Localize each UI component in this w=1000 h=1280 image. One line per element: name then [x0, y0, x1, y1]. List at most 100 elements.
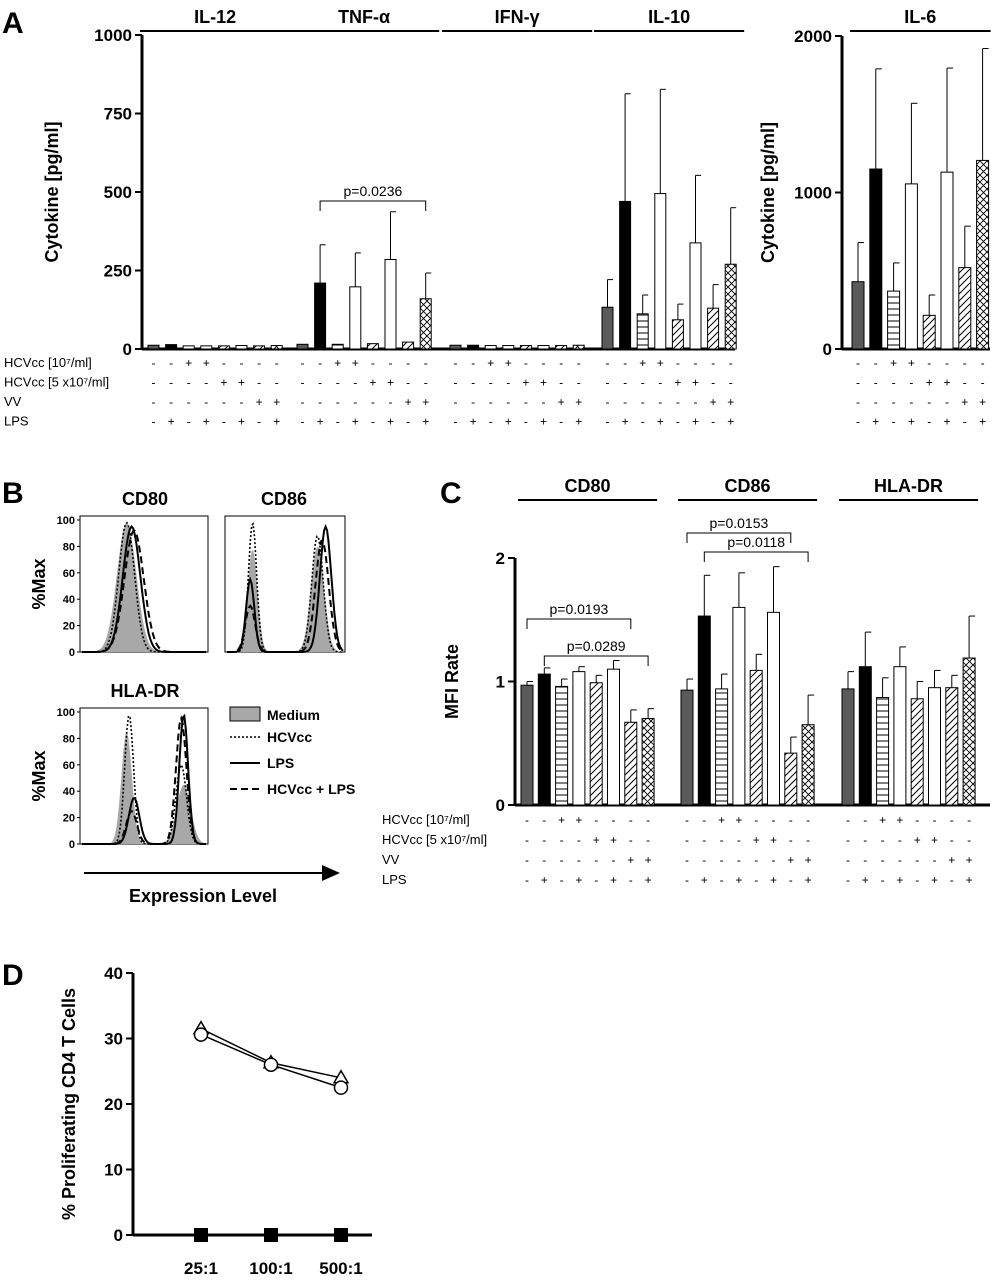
bar — [928, 687, 941, 806]
histogram-title: HLA-DR — [111, 681, 180, 701]
condition-sign: + — [540, 415, 547, 429]
histogram-curve — [227, 538, 344, 653]
condition-sign: - — [257, 415, 261, 429]
bar — [962, 657, 976, 806]
condition-sign: + — [931, 873, 938, 887]
condition-sign: - — [856, 395, 860, 409]
p-value-label: p=0.0153 — [710, 515, 769, 531]
p-value-label: p=0.0118 — [727, 534, 785, 550]
condition-sign: - — [863, 853, 867, 867]
bar — [887, 290, 901, 350]
condition-sign: + — [487, 356, 494, 370]
y-tick-label: 80 — [63, 733, 75, 745]
bar — [384, 259, 397, 350]
condition-sign: + — [422, 415, 429, 429]
histogram-curve — [82, 529, 206, 653]
bar — [502, 345, 515, 350]
group-header-label: IL-6 — [904, 7, 936, 27]
condition-sign: - — [594, 813, 598, 827]
condition-sign: - — [524, 415, 528, 429]
bar — [331, 343, 344, 350]
y-tick-label: 100 — [57, 707, 75, 719]
condition-sign: - — [606, 415, 610, 429]
condition-sign: - — [694, 356, 698, 370]
bar — [217, 345, 230, 350]
significance-bracket — [526, 618, 632, 629]
condition-sign: + — [405, 395, 412, 409]
condition-sign: - — [301, 415, 305, 429]
condition-sign: - — [406, 376, 410, 390]
condition-sign: - — [204, 376, 208, 390]
condition-sign: - — [892, 395, 896, 409]
condition-sign: - — [606, 395, 610, 409]
condition-sign: - — [981, 376, 985, 390]
condition-sign: - — [240, 395, 244, 409]
bar — [519, 345, 532, 350]
histogram-curve — [82, 713, 206, 845]
bar — [537, 345, 550, 350]
condition-sign: - — [623, 376, 627, 390]
circle-marker — [263, 1057, 279, 1072]
group-header-label: TNF-α — [338, 7, 390, 27]
bar — [572, 671, 586, 806]
condition-sign: - — [454, 395, 458, 409]
group-header-label: IFN-γ — [495, 7, 540, 27]
bar — [624, 721, 638, 806]
condition-sign: - — [389, 395, 393, 409]
condition-sign: + — [966, 873, 973, 887]
condition-sign: - — [927, 356, 931, 370]
condition-sign: - — [641, 415, 645, 429]
p-value-label: p=0.0289 — [567, 638, 626, 654]
condition-sign: + — [735, 813, 742, 827]
y-axis-label: MFI Rate — [442, 644, 462, 719]
condition-sign: - — [606, 356, 610, 370]
condition-sign: - — [915, 813, 919, 827]
condition-sign: - — [754, 873, 758, 887]
condition-sign: - — [729, 376, 733, 390]
group-header-label: CD86 — [725, 476, 771, 496]
condition-sign: + — [896, 873, 903, 887]
condition-sign: - — [594, 853, 598, 867]
condition-sign: + — [943, 415, 950, 429]
condition-sign: - — [981, 356, 985, 370]
y-axis-label: %Max — [29, 750, 49, 801]
bar — [697, 615, 711, 806]
condition-sign: - — [863, 833, 867, 847]
condition-sign: - — [406, 356, 410, 370]
condition-sign: + — [369, 376, 376, 390]
bar — [749, 669, 763, 806]
condition-sign: - — [318, 395, 322, 409]
condition-sign: - — [933, 853, 937, 867]
condition-sign: - — [152, 395, 156, 409]
condition-sign: + — [805, 853, 812, 867]
condition-sign: - — [711, 376, 715, 390]
y-tick-label: 1 — [496, 673, 505, 692]
bar — [869, 168, 883, 350]
bar — [270, 345, 283, 350]
condition-sign: - — [685, 813, 689, 827]
p-value-label: p=0.0236 — [344, 183, 403, 199]
condition-sign: - — [187, 395, 191, 409]
condition-sign: + — [701, 873, 708, 887]
panel-b-histograms: CD80 0 20 40 60 80 100 %Max CD86 HLA-DR 0 20 40 60 80 1… — [29, 489, 355, 906]
condition-sign: - — [646, 813, 650, 827]
condition-sign: - — [187, 415, 191, 429]
condition-sign: - — [577, 833, 581, 847]
condition-sign: + — [674, 376, 681, 390]
condition-sign: + — [627, 853, 634, 867]
condition-sign: - — [720, 853, 724, 867]
condition-sign: - — [711, 415, 715, 429]
condition-sign: - — [789, 833, 793, 847]
condition-sign: - — [694, 395, 698, 409]
condition-sign: - — [863, 813, 867, 827]
group-header-label: IL-12 — [194, 7, 236, 27]
condition-sign: - — [222, 356, 226, 370]
condition-sign: - — [489, 395, 493, 409]
significance-bracket — [543, 655, 649, 666]
condition-sign: - — [915, 873, 919, 887]
square-marker — [264, 1228, 278, 1242]
bar — [689, 242, 702, 350]
condition-sign: - — [542, 356, 546, 370]
bar — [922, 314, 936, 350]
legend-label: LPS — [267, 755, 294, 771]
